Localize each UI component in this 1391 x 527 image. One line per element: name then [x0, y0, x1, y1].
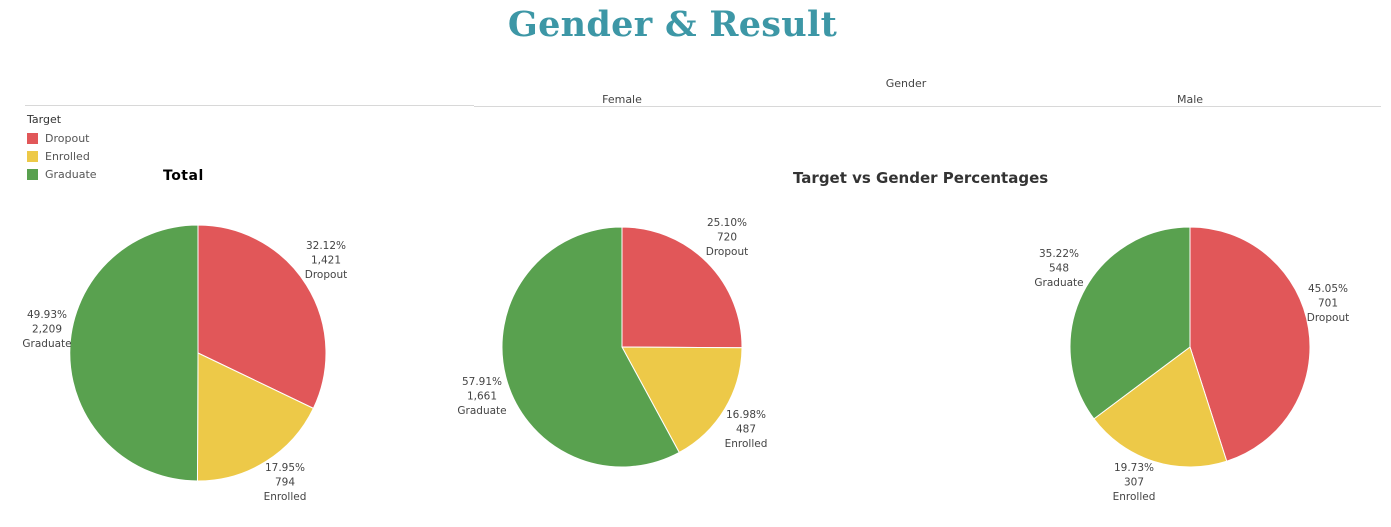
slice-label-count-male-enrolled: 307	[1124, 477, 1144, 489]
pie-slice-male-graduate[interactable]	[1069, 226, 1191, 420]
slice-label-count-female-graduate: 1,661	[467, 391, 497, 403]
slice-label-category-female-graduate: Graduate	[457, 405, 506, 417]
pie-slice-total-dropout[interactable]	[197, 224, 327, 410]
legend-item-graduate[interactable]: Graduate	[27, 165, 97, 183]
slice-label-percent-female-enrolled: 16.98%	[726, 409, 766, 421]
slice-label-category-total-dropout: Dropout	[305, 269, 347, 281]
header-divider-left	[25, 105, 474, 106]
slice-label-category-total-graduate: Graduate	[22, 338, 71, 350]
slice-label-percent-male-dropout: 45.05%	[1308, 283, 1348, 295]
legend-swatch-enrolled	[27, 150, 38, 162]
slice-label-count-female-dropout: 720	[717, 232, 737, 244]
percentages-chart-title: Target vs Gender Percentages	[793, 169, 1049, 187]
slice-label-category-female-enrolled: Enrolled	[725, 438, 768, 450]
slice-label-percent-total-graduate: 49.93%	[27, 309, 67, 321]
pie-slice-female-dropout[interactable]	[621, 226, 743, 349]
legend-title: Target	[27, 113, 62, 126]
legend-item-enrolled[interactable]: Enrolled	[27, 147, 97, 165]
legend-swatch-graduate	[27, 168, 38, 180]
slice-label-percent-male-graduate: 35.22%	[1039, 248, 1079, 260]
slice-label-category-total-enrolled: Enrolled	[264, 491, 307, 503]
slice-label-percent-female-graduate: 57.91%	[462, 376, 502, 388]
pie-slice-male-enrolled[interactable]	[1093, 346, 1228, 468]
legend: Target Dropout Enrolled Graduate	[27, 113, 97, 183]
total-chart-title: Total	[163, 168, 204, 184]
column-label-male: Male	[1176, 93, 1204, 106]
slice-label-category-male-dropout: Dropout	[1307, 312, 1349, 324]
slice-label-count-total-graduate: 2,209	[32, 324, 62, 336]
slice-label-count-female-enrolled: 487	[736, 424, 756, 436]
slice-label-percent-male-enrolled: 19.73%	[1114, 462, 1154, 474]
slice-label-count-male-dropout: 701	[1318, 298, 1338, 310]
legend-label-enrolled: Enrolled	[45, 149, 90, 163]
pie-slice-male-dropout[interactable]	[1189, 226, 1311, 462]
slice-label-percent-female-dropout: 25.10%	[707, 217, 747, 229]
slice-label-category-male-enrolled: Enrolled	[1113, 491, 1156, 503]
pie-slice-female-enrolled[interactable]	[621, 346, 743, 454]
slice-label-category-female-dropout: Dropout	[706, 246, 748, 258]
slice-label-percent-total-dropout: 32.12%	[306, 240, 346, 252]
column-label-female: Female	[602, 93, 642, 106]
legend-swatch-dropout	[27, 132, 38, 144]
pie-slice-total-enrolled[interactable]	[196, 352, 315, 482]
header-divider-right	[474, 106, 1381, 107]
gender-column-header: Gender	[885, 77, 927, 90]
page-title: Gender & Result	[507, 4, 838, 45]
legend-label-dropout: Dropout	[45, 131, 90, 145]
slice-label-percent-total-enrolled: 17.95%	[265, 462, 305, 474]
pie-slice-female-graduate[interactable]	[501, 226, 680, 468]
pie-slice-total-graduate[interactable]	[69, 224, 199, 482]
slice-label-count-male-graduate: 548	[1049, 263, 1069, 275]
slice-label-count-total-enrolled: 794	[275, 477, 295, 489]
slice-label-count-total-dropout: 1,421	[311, 255, 341, 267]
legend-item-dropout[interactable]: Dropout	[27, 129, 97, 147]
slice-label-category-male-graduate: Graduate	[1034, 277, 1083, 289]
legend-label-graduate: Graduate	[45, 167, 97, 181]
